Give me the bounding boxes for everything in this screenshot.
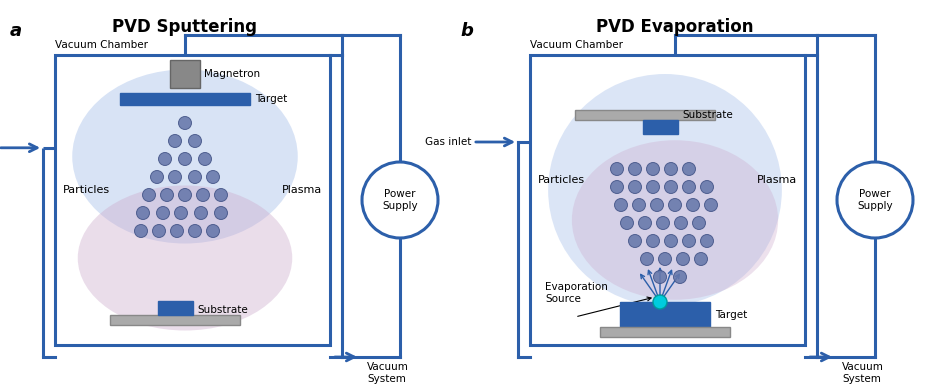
Text: Particles: Particles — [538, 175, 585, 185]
Bar — [642, 120, 677, 134]
Text: Vacuum Chamber: Vacuum Chamber — [530, 40, 623, 50]
Circle shape — [654, 270, 667, 284]
Circle shape — [629, 163, 641, 175]
Circle shape — [638, 217, 652, 230]
Circle shape — [197, 189, 210, 202]
Circle shape — [676, 252, 690, 266]
Circle shape — [693, 217, 706, 230]
Circle shape — [611, 180, 623, 193]
Ellipse shape — [548, 74, 782, 306]
Circle shape — [157, 207, 169, 219]
Circle shape — [188, 170, 201, 184]
Text: Evaporation
Source: Evaporation Source — [545, 282, 608, 303]
Circle shape — [674, 217, 688, 230]
Circle shape — [837, 162, 913, 238]
Circle shape — [682, 180, 695, 193]
Circle shape — [170, 224, 183, 238]
Bar — [120, 93, 250, 105]
Circle shape — [175, 207, 187, 219]
Circle shape — [179, 152, 192, 165]
Circle shape — [664, 235, 677, 247]
Bar — [530, 55, 805, 345]
Circle shape — [694, 252, 708, 266]
Ellipse shape — [572, 140, 778, 300]
Circle shape — [653, 295, 667, 309]
Text: Substrate: Substrate — [198, 305, 248, 315]
Circle shape — [629, 180, 641, 193]
Text: Gas inlet: Gas inlet — [425, 137, 471, 147]
Text: Vacuum
System: Vacuum System — [842, 362, 884, 384]
Circle shape — [700, 180, 713, 193]
Circle shape — [159, 152, 172, 165]
Circle shape — [651, 198, 663, 212]
Circle shape — [669, 198, 681, 212]
Text: b: b — [460, 22, 473, 40]
Circle shape — [647, 180, 659, 193]
Circle shape — [179, 116, 192, 130]
Circle shape — [135, 224, 147, 238]
Circle shape — [142, 189, 156, 202]
Circle shape — [658, 252, 672, 266]
Bar — [170, 60, 200, 88]
Text: Vacuum Chamber: Vacuum Chamber — [55, 40, 148, 50]
Text: PVD Evaporation: PVD Evaporation — [597, 18, 753, 36]
Ellipse shape — [78, 186, 293, 331]
Bar — [110, 315, 240, 325]
Ellipse shape — [72, 70, 297, 244]
Bar — [55, 55, 330, 345]
Circle shape — [647, 235, 659, 247]
Text: a: a — [10, 22, 22, 40]
Text: Power
Supply: Power Supply — [857, 189, 893, 211]
Circle shape — [664, 180, 677, 193]
Text: Power
Supply: Power Supply — [382, 189, 418, 211]
Circle shape — [664, 163, 677, 175]
Text: Substrate: Substrate — [682, 110, 733, 120]
Circle shape — [179, 189, 192, 202]
Circle shape — [640, 252, 654, 266]
Circle shape — [674, 270, 687, 284]
Circle shape — [633, 198, 645, 212]
Circle shape — [188, 224, 201, 238]
Circle shape — [687, 198, 699, 212]
Circle shape — [153, 224, 165, 238]
Circle shape — [206, 170, 219, 184]
Text: Particles: Particles — [63, 185, 110, 195]
Circle shape — [656, 217, 670, 230]
Circle shape — [362, 162, 438, 238]
Text: Target: Target — [255, 94, 287, 104]
Text: Magnetron: Magnetron — [204, 69, 260, 79]
Circle shape — [615, 198, 628, 212]
Text: PVD Sputtering: PVD Sputtering — [112, 18, 257, 36]
Circle shape — [629, 235, 641, 247]
Circle shape — [682, 235, 695, 247]
Bar — [600, 327, 730, 337]
Circle shape — [161, 189, 174, 202]
Circle shape — [195, 207, 207, 219]
Circle shape — [150, 170, 163, 184]
Circle shape — [188, 135, 201, 147]
Circle shape — [199, 152, 212, 165]
Bar — [620, 302, 710, 327]
Bar — [575, 110, 715, 120]
Text: Vacuum
System: Vacuum System — [367, 362, 408, 384]
Circle shape — [215, 189, 227, 202]
Circle shape — [647, 163, 659, 175]
Text: Plasma: Plasma — [282, 185, 322, 195]
Circle shape — [705, 198, 717, 212]
Circle shape — [137, 207, 149, 219]
Text: Plasma: Plasma — [757, 175, 797, 185]
Bar — [158, 301, 193, 315]
Circle shape — [620, 217, 634, 230]
Circle shape — [168, 170, 181, 184]
Circle shape — [700, 235, 713, 247]
Circle shape — [215, 207, 227, 219]
Circle shape — [611, 163, 623, 175]
Circle shape — [682, 163, 695, 175]
Text: Target: Target — [715, 310, 748, 319]
Circle shape — [206, 224, 219, 238]
Circle shape — [168, 135, 181, 147]
